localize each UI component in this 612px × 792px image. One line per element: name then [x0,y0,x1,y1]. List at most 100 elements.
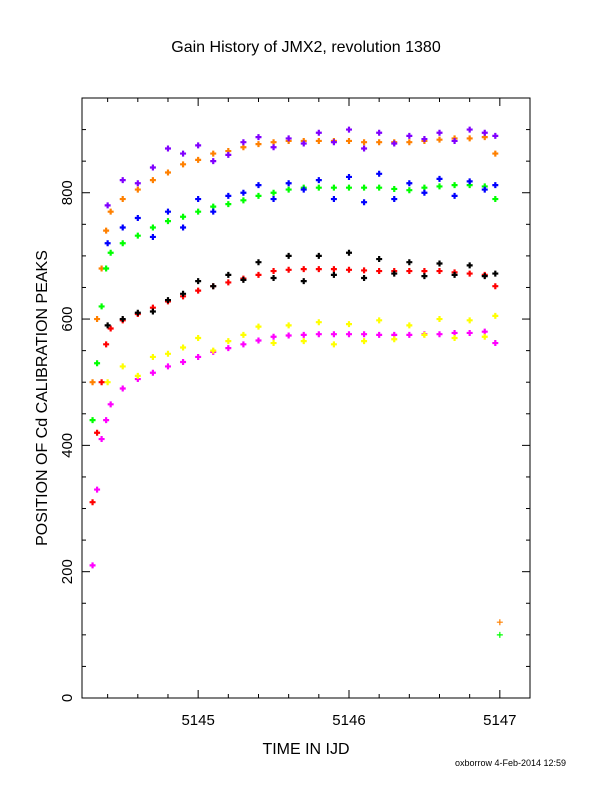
series-5-point [255,134,262,141]
series-5-point [330,139,337,146]
series-8-point [225,338,232,345]
series-4-point [406,331,413,338]
series-7-point [421,273,428,280]
x-tick-label: 5147 [483,712,516,729]
series-3-point [345,266,352,273]
series-8-point [345,321,352,328]
series-1-point [103,227,110,234]
series-4-point [180,359,187,365]
series-7-point [164,297,171,304]
series-3-point [315,266,322,273]
series-8-point [255,323,262,330]
series-1-point [255,141,262,148]
series-1-point [345,137,352,144]
y-tick-label: 0 [59,694,76,702]
series-6-point [255,182,262,189]
series-1-point [107,208,114,215]
series-6-point [492,182,499,189]
series-2-point [255,192,262,199]
series-4-point [361,331,368,338]
series-5-point [285,135,292,142]
series-4-point [103,417,110,424]
series-3-point [376,268,383,275]
series-5-point [451,137,458,144]
series-5-point [270,144,277,151]
series-7-point [270,275,277,281]
series-8-point [361,338,368,345]
series-5-point [104,202,111,209]
series-6-point [466,178,473,185]
series-8-point [149,353,156,360]
series-5-point [149,164,156,171]
y-tick-label: 400 [59,433,76,458]
series-7-point [104,322,111,329]
series-7-point [255,259,262,266]
series-8-point [481,333,488,340]
series-3-point [285,266,292,273]
series-2-point [391,185,398,192]
series-4-point [300,331,307,338]
series-8-point [164,350,171,357]
series-2-point [180,213,187,220]
series-2-point [406,187,413,194]
series-7-point [361,275,368,281]
series-4-point [119,385,126,392]
series-3-point [436,268,443,275]
series-6-point [195,196,202,203]
series-5-point [376,129,383,136]
series-3-point [225,279,232,286]
series-2-point [376,184,383,191]
x-axis-label: TIME IN IJD [262,741,349,758]
series-2-point [134,232,141,239]
series-7-point [285,252,292,259]
series-2-point [149,224,156,231]
series-2-point [451,182,458,189]
series-4-point [376,331,383,338]
series-4-point [345,331,352,338]
series-6-point [436,175,443,182]
series-8-point [406,322,413,329]
series-1-point [89,379,96,386]
series-5-point [195,142,202,149]
series-1-point [376,139,383,146]
series-3-point [406,268,413,275]
series-7-point [345,249,352,256]
series-6-point [225,192,232,199]
series-2-point [285,186,292,193]
series-6-point [149,233,156,240]
chart-title: Gain History of JMX2, revolution 1380 [171,39,441,56]
series-6-point [391,196,398,203]
series-4-point [240,341,247,348]
series-3-point [255,271,262,278]
series-2-point [361,184,368,191]
series-7-point [119,316,126,323]
series-6-point [361,199,368,206]
series-2-point [270,189,277,196]
series-5-point [466,126,473,133]
series-7-point [210,283,217,290]
series-4-point [225,345,232,352]
series-7-point [481,273,488,280]
series-8-point [492,312,499,319]
series-1-point [149,177,156,184]
series-8-point [210,347,217,354]
series-2-point [195,208,202,215]
series-3-point [492,283,499,290]
series-4-point [492,340,499,347]
series-1-point [361,139,368,146]
series-8-point [270,340,277,347]
y-tick-label: 200 [59,559,76,584]
series-3-point [330,266,337,273]
series-8-point [240,331,247,338]
series-1-point [492,150,499,157]
series-8-point [134,372,141,379]
series-7-point [330,271,337,278]
series-7-point [406,259,413,266]
series-3-point [98,379,105,386]
series-1-point [180,161,187,168]
series-2-point [107,249,114,256]
series-5-point [315,129,322,136]
series-7-point [436,260,443,267]
series-7-point [240,276,247,283]
series-6-point [421,189,428,196]
